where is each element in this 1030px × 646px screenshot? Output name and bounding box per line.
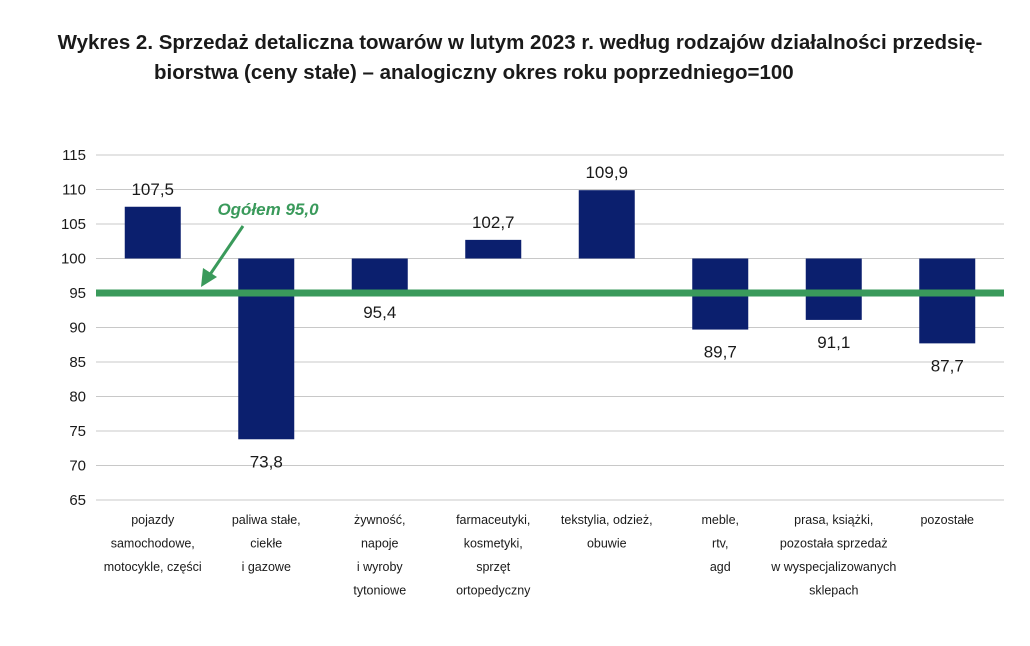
y-tick-label: 80 — [69, 389, 86, 406]
category-label: prasa, książki, — [794, 513, 873, 527]
category-label: rtv, — [712, 537, 728, 551]
category-labels: pojazdy samochodowe, motocykle, części pali… — [104, 513, 974, 598]
data-labels: 107,5 73,8 95,4 102,7 109,9 89,7 91,1 87,7 — [131, 163, 963, 471]
data-label: 89,7 — [704, 343, 737, 362]
category-label: samochodowe, — [111, 537, 195, 551]
chart-title: Wykres 2. Sprzedaż detaliczna towarów w … — [0, 28, 1030, 88]
annotation-arrow-shaft — [207, 225, 245, 277]
y-tick-label: 105 — [61, 216, 86, 233]
category-label: pozostałe — [920, 513, 974, 527]
category-label: paliwa stałe, — [232, 513, 301, 527]
category-label: sprzęt — [476, 560, 511, 574]
category-label: meble, — [701, 513, 739, 527]
y-tick-label: 85 — [69, 354, 86, 371]
reference-line-label: Ogółem 95,0 — [217, 200, 319, 219]
bar — [238, 258, 295, 440]
bar — [124, 206, 181, 259]
category-label: motocykle, części — [104, 560, 202, 574]
data-label: 73,8 — [250, 452, 283, 471]
bar — [805, 258, 862, 320]
y-tick-label: 100 — [61, 251, 86, 268]
category-label: farmaceutyki, — [456, 513, 530, 527]
bar — [919, 258, 976, 344]
bar — [351, 258, 408, 291]
category-label: tytoniowe — [353, 584, 406, 598]
y-tick-label: 65 — [69, 492, 86, 509]
category-label: ciekłe — [250, 537, 282, 551]
y-tick-label: 90 — [69, 320, 86, 337]
category-label: pojazdy — [131, 513, 175, 527]
category-label: agd — [710, 560, 731, 574]
chart-title-line-1: Wykres 2. Sprzedaż detaliczna towarów w … — [57, 31, 983, 54]
y-tick-label: 70 — [69, 458, 86, 475]
category-label: pozostała sprzedaż — [780, 537, 888, 551]
category-label: tekstylia, odzież, — [561, 513, 653, 527]
data-label: 95,4 — [363, 303, 396, 322]
data-label: 107,5 — [131, 180, 174, 199]
y-tick-label: 75 — [69, 423, 86, 440]
data-label: 102,7 — [472, 213, 515, 232]
y-tick-label: 95 — [69, 285, 86, 302]
category-label: ortopedyczny — [456, 584, 531, 598]
category-label: i gazowe — [242, 560, 291, 574]
category-label: i wyroby — [357, 560, 404, 574]
y-tick-label: 110 — [62, 182, 86, 199]
category-label: napoje — [361, 537, 399, 551]
reference-line-group: Ogółem 95,0 — [96, 200, 1004, 297]
category-label: obuwie — [587, 537, 627, 551]
data-label: 91,1 — [817, 333, 850, 352]
category-label: żywność, — [354, 513, 405, 527]
y-tick-label: 115 — [62, 147, 86, 164]
category-label: w wyspecjalizowanych — [770, 560, 896, 574]
bar — [465, 239, 522, 259]
data-label: 87,7 — [931, 356, 964, 375]
y-axis-ticks: 65 70 75 80 85 90 95 100 105 110 115 — [61, 147, 86, 509]
chart-title-line-2: biorstwa (ceny stałe) – analogiczny okre… — [154, 61, 794, 84]
category-label: sklepach — [809, 584, 858, 598]
bar — [578, 190, 635, 259]
category-label: kosmetyki, — [464, 537, 523, 551]
annotation-arrow-head — [201, 268, 217, 287]
bars — [124, 190, 976, 440]
data-label: 109,9 — [585, 163, 628, 182]
